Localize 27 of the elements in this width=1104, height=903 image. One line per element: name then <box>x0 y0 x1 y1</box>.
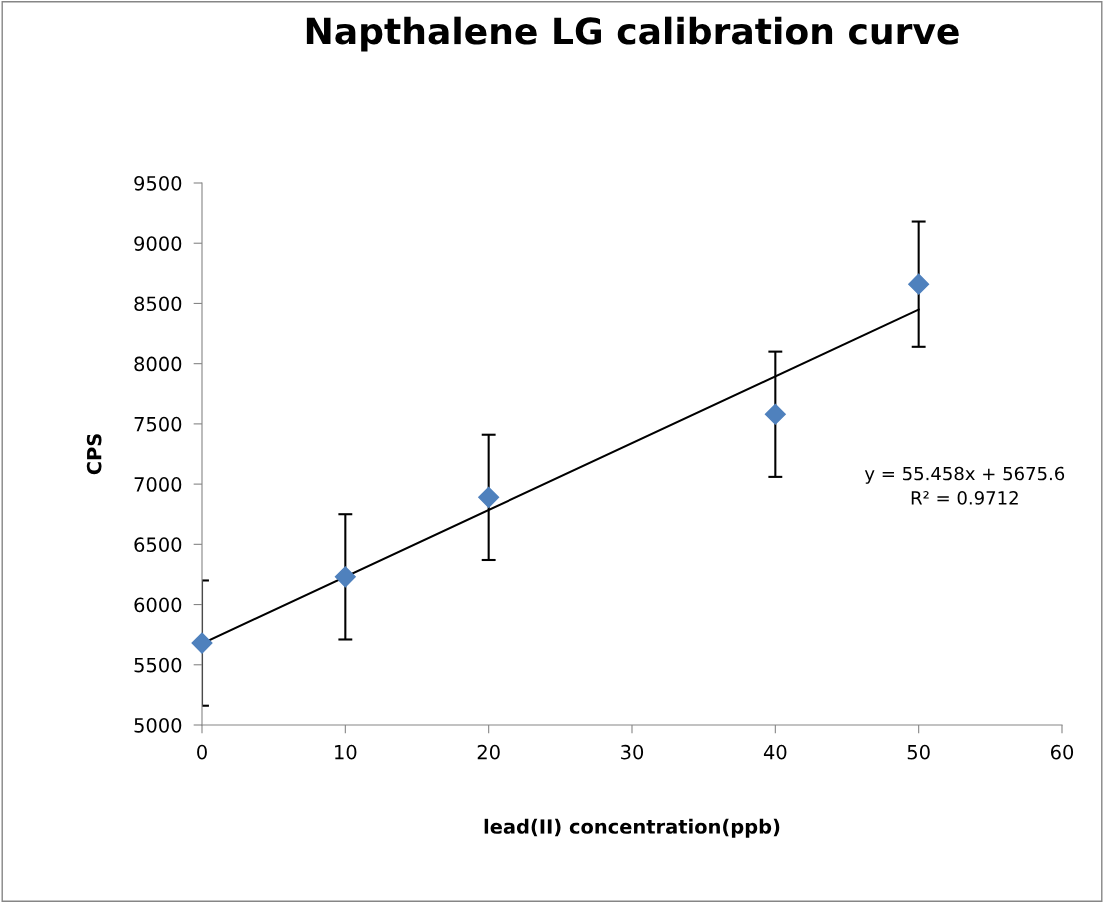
point <box>478 486 500 508</box>
y-tick-label: 7500 <box>134 416 182 432</box>
y-tick-label: 8000 <box>134 356 182 372</box>
x-tick-label: 30 <box>621 744 644 760</box>
point <box>908 273 930 295</box>
point <box>764 403 786 425</box>
y-tick-label: 5500 <box>134 657 182 673</box>
y-axis-title: CPS <box>86 434 102 475</box>
y-tick-label: 7000 <box>134 477 182 492</box>
y-tick-label: 6000 <box>134 597 182 613</box>
x-tick-label: 20 <box>477 744 500 760</box>
y-tick-label: 5000 <box>134 717 182 733</box>
chart-title: Napthalene LG calibration curve <box>306 16 959 52</box>
x-axis-title: lead(II) concentration(ppb) <box>484 818 780 838</box>
y-tick-label: 9500 <box>134 175 182 191</box>
annotation: y = 55.458x + 5675.6 <box>864 466 1065 484</box>
x-tick-label: 40 <box>763 744 787 760</box>
point <box>191 632 213 654</box>
x-tick-label: 10 <box>335 744 357 760</box>
y-tick-label: 8500 <box>134 296 182 312</box>
y-tick-label: 6500 <box>134 537 182 552</box>
point <box>334 566 356 588</box>
y-tick-label: 9000 <box>134 236 182 251</box>
annotation: R² = 0.9712 <box>911 491 1018 505</box>
x-tick-label: 0 <box>197 744 207 760</box>
x-tick-label: 60 <box>1050 744 1074 760</box>
x-tick-label: 50 <box>907 744 930 760</box>
